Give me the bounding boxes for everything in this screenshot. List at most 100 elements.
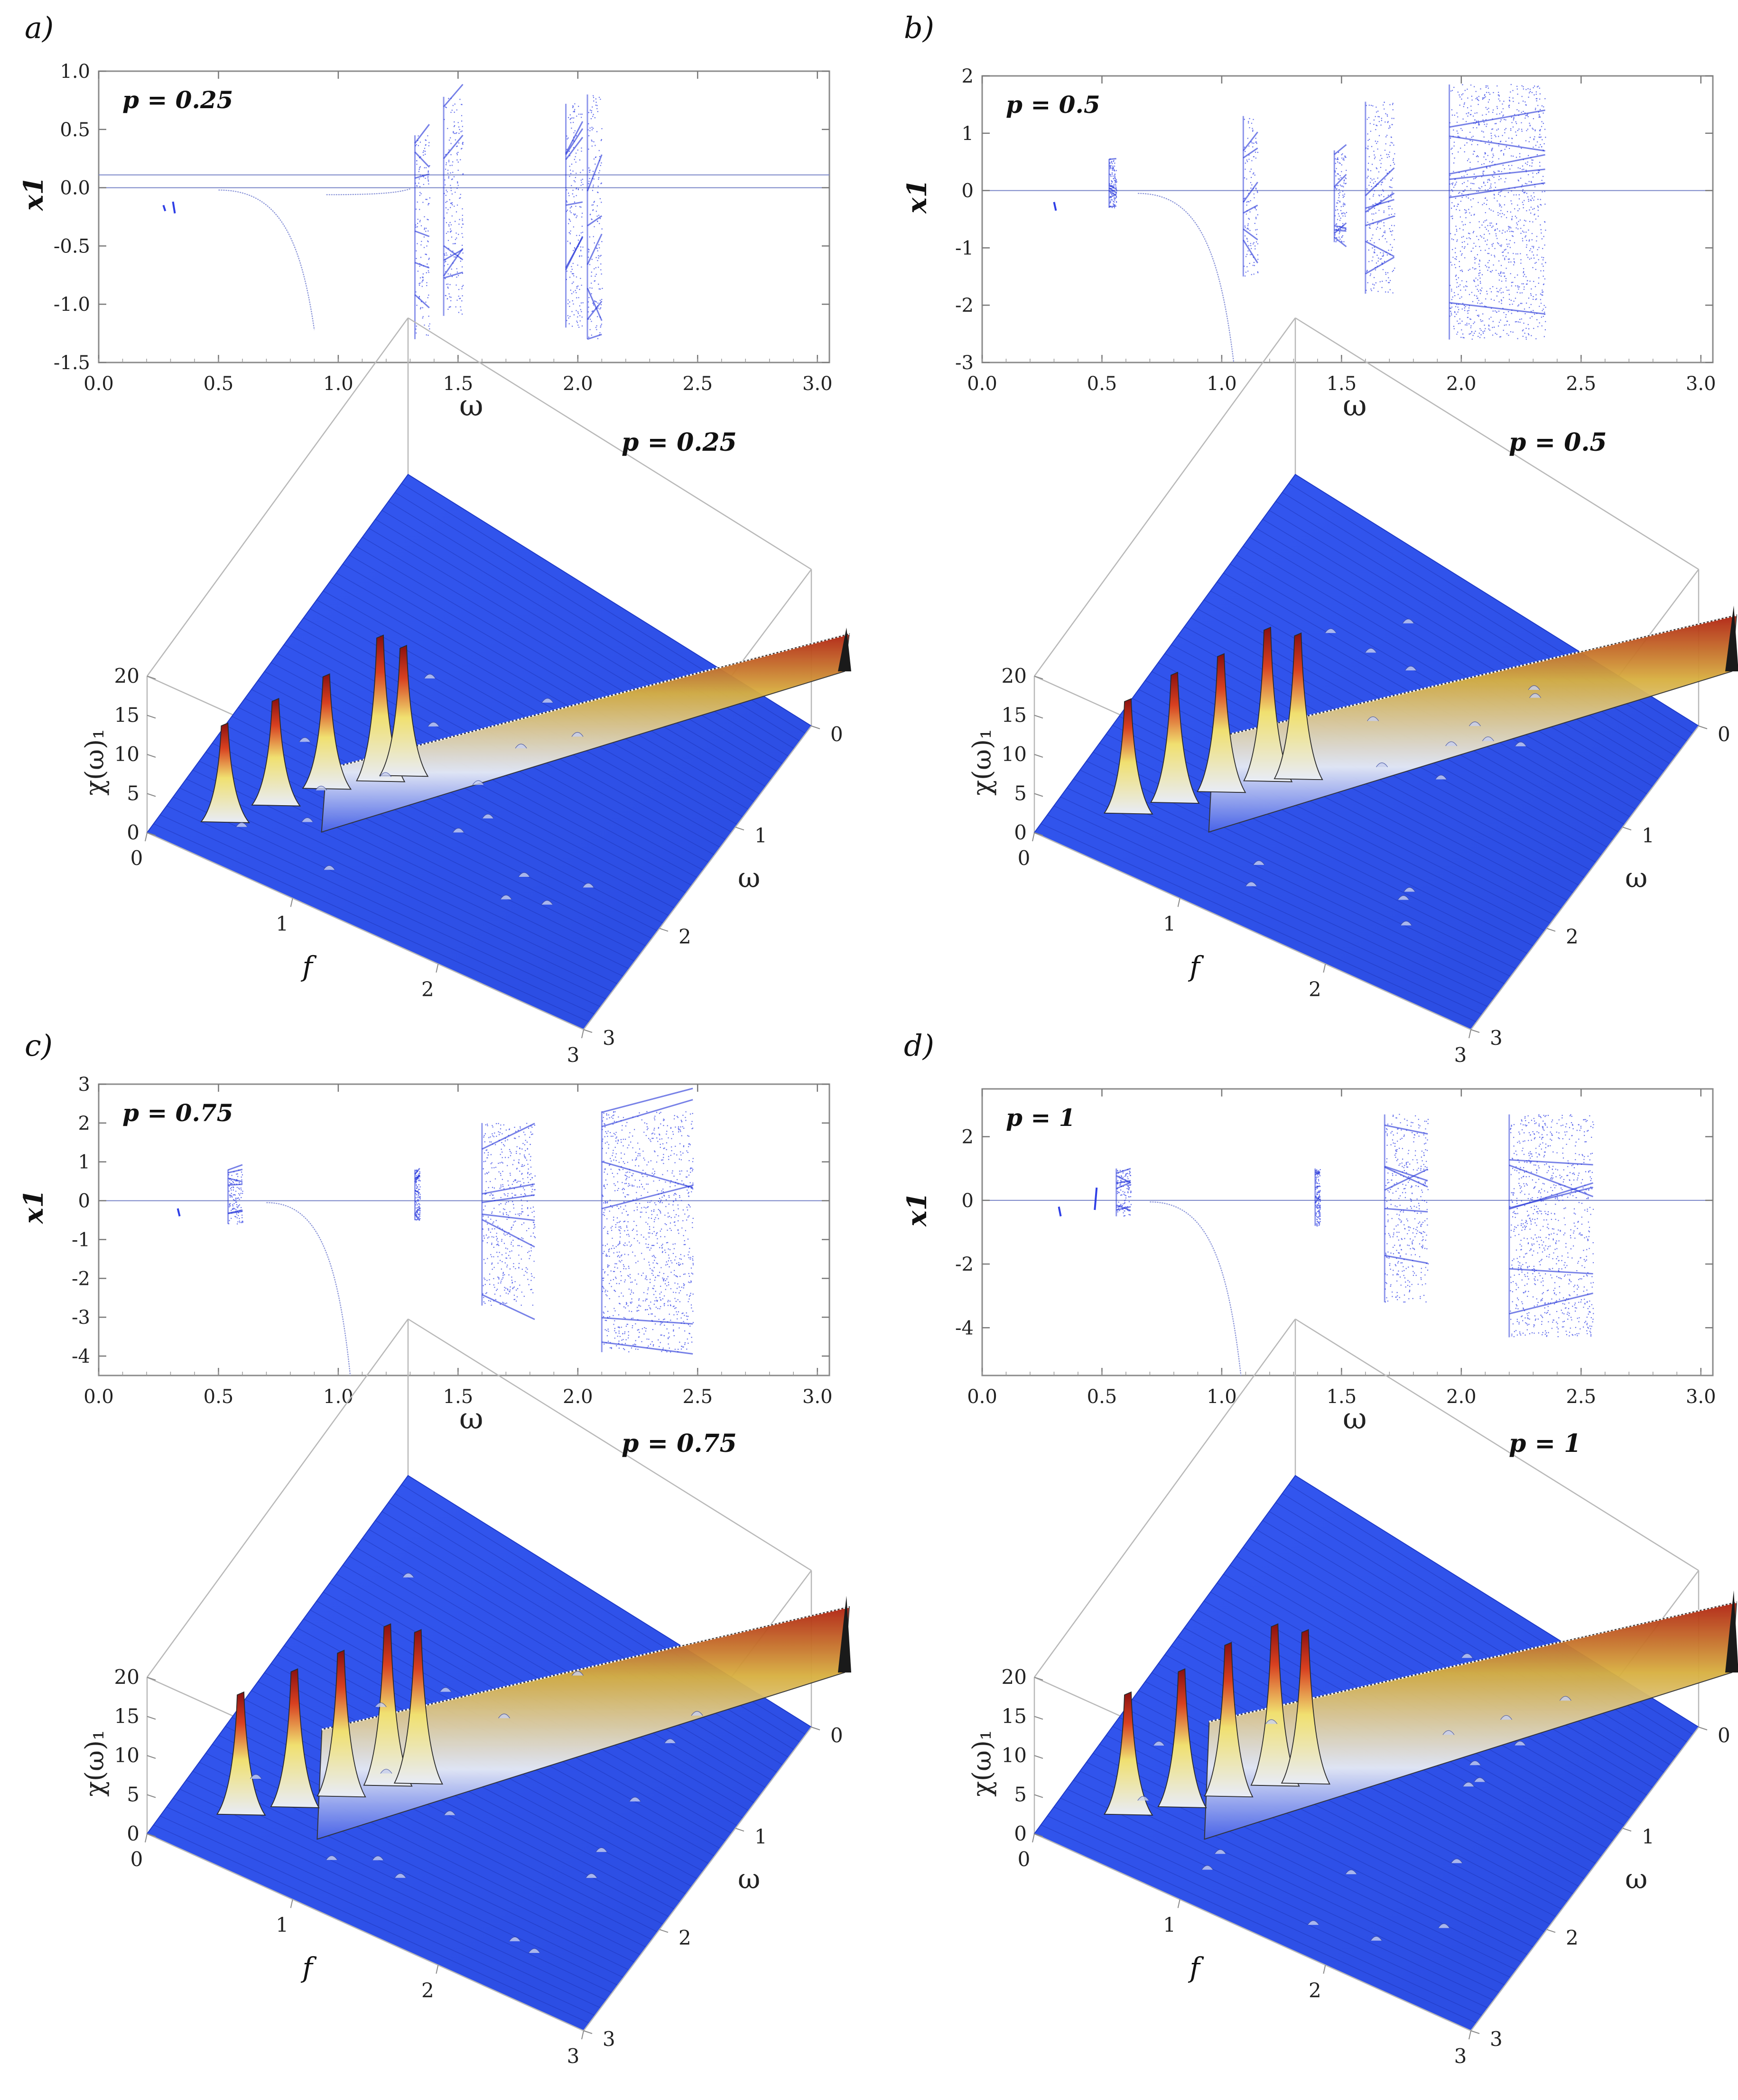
box-front-edge	[1034, 832, 1471, 1031]
x-tick-label: 3.0	[1686, 373, 1716, 395]
band-points	[482, 1123, 536, 1306]
panel-letter: b)	[904, 10, 934, 45]
f-tick	[1032, 832, 1035, 842]
w-tick-label: 3	[603, 2027, 615, 2051]
z-tick	[1034, 1794, 1043, 1798]
floor-stripe	[1086, 1762, 1517, 1970]
band-branch	[1334, 174, 1347, 187]
y-tick-label: 1	[78, 1152, 90, 1173]
band-branch	[482, 1213, 535, 1221]
z-tick	[1034, 1833, 1043, 1837]
z-tick-label: 20	[1002, 1665, 1027, 1689]
surface-ripple	[315, 786, 327, 791]
chaotic-band	[481, 1123, 536, 1320]
band-branch	[1449, 109, 1545, 128]
band-branch	[482, 1183, 535, 1195]
w-tick	[583, 1029, 593, 1033]
x-tick-label: 1.0	[323, 373, 353, 395]
x-axis-label: ω	[459, 388, 483, 423]
surface-ripple	[444, 1811, 456, 1815]
w-tick-label: 2	[678, 925, 691, 948]
floor-stripe	[244, 1699, 669, 1917]
band-branch	[1109, 158, 1116, 160]
surface-ripple	[1500, 1715, 1513, 1720]
y-axis-label: x1	[902, 179, 933, 214]
surface-ripple	[235, 822, 248, 827]
floor-stripe	[323, 590, 738, 825]
band-branch	[565, 121, 584, 154]
floor-stripe	[362, 1538, 772, 1781]
floor-stripe	[369, 1529, 778, 1773]
z-tick-label: 10	[114, 1744, 139, 1767]
surface-ripple	[394, 1873, 407, 1878]
w-tick-label: 2	[1566, 925, 1579, 948]
x-tick-label: 0.0	[84, 1386, 114, 1408]
f-tick	[1177, 898, 1180, 907]
floor-stripe	[1269, 510, 1676, 757]
band-branch	[566, 201, 583, 206]
z-tick	[1034, 676, 1043, 679]
surface-ripple	[482, 814, 494, 819]
surface-ripple	[571, 1671, 584, 1676]
surface-ripple	[298, 737, 311, 742]
z-tick	[1034, 1716, 1043, 1720]
z-tick	[147, 1677, 156, 1681]
floor-stripe	[251, 1690, 675, 1910]
f-tick-label: 1	[1163, 912, 1176, 935]
f-tick-label: 3	[567, 2044, 580, 2068]
resonance-peak	[379, 644, 429, 777]
resonance-peak	[1157, 1668, 1207, 1808]
z-tick	[1034, 1755, 1043, 1759]
z-tick-label: 15	[1002, 704, 1027, 727]
plot-title: p = 1	[1006, 1104, 1075, 1132]
band-branch	[443, 248, 464, 277]
floor-stripe	[153, 823, 590, 1022]
surface-ripple	[439, 1687, 452, 1692]
floor-stripe	[1243, 546, 1654, 787]
w-axis-label: ω	[1625, 862, 1647, 894]
ridge-surface	[316, 1606, 850, 1840]
floor-stripe	[1067, 787, 1500, 992]
y-tick-label: 0	[962, 180, 974, 202]
band-branch	[414, 124, 430, 144]
f-tick	[1323, 964, 1326, 973]
band-branch	[1315, 1170, 1320, 1174]
floor-stripe	[1262, 519, 1671, 764]
w-tick	[811, 725, 820, 729]
w-axis-label: ω	[738, 1863, 760, 1895]
f-tick	[581, 2030, 584, 2040]
floor-stripe	[218, 734, 647, 947]
surface-ripple	[691, 1711, 703, 1716]
f-axis-label: f	[300, 1951, 317, 1984]
x-tick-label: 0.5	[1087, 1386, 1117, 1408]
band-branch	[1314, 1195, 1321, 1204]
y-tick-label: 0	[78, 1190, 90, 1212]
band-branch	[601, 1099, 693, 1127]
floor-stripe	[1067, 1788, 1500, 1993]
band-branch	[414, 294, 430, 308]
x-tick-label: 2.5	[1566, 1386, 1596, 1408]
y-tick-label: -1.0	[54, 294, 90, 316]
floor-stripe	[381, 1511, 789, 1758]
floor-stripe	[1269, 1511, 1676, 1758]
chaotic-band	[1314, 1168, 1321, 1227]
band-branch	[482, 1219, 535, 1248]
surface-ripple	[1325, 628, 1337, 633]
band-branch	[1243, 131, 1258, 151]
chaotic-band	[414, 124, 430, 339]
band-branch	[587, 215, 603, 227]
f-tick	[436, 964, 439, 973]
chaotic-band	[1108, 158, 1117, 208]
attractor-curve	[1138, 193, 1235, 363]
box-edge	[1033, 317, 1296, 677]
surface-ripple	[1404, 666, 1417, 671]
floor-stripe	[1249, 1538, 1659, 1781]
surface-ripple	[1345, 1869, 1357, 1875]
surface-ripple	[1474, 1777, 1486, 1782]
resonance-peak	[1281, 1629, 1330, 1785]
x-tick-label: 2.0	[1446, 373, 1477, 395]
surface-title: p = 1	[1509, 1429, 1581, 1458]
f-tick	[145, 832, 148, 842]
floor-stripe	[173, 1797, 607, 2001]
y-tick-label: -4	[955, 1317, 974, 1339]
